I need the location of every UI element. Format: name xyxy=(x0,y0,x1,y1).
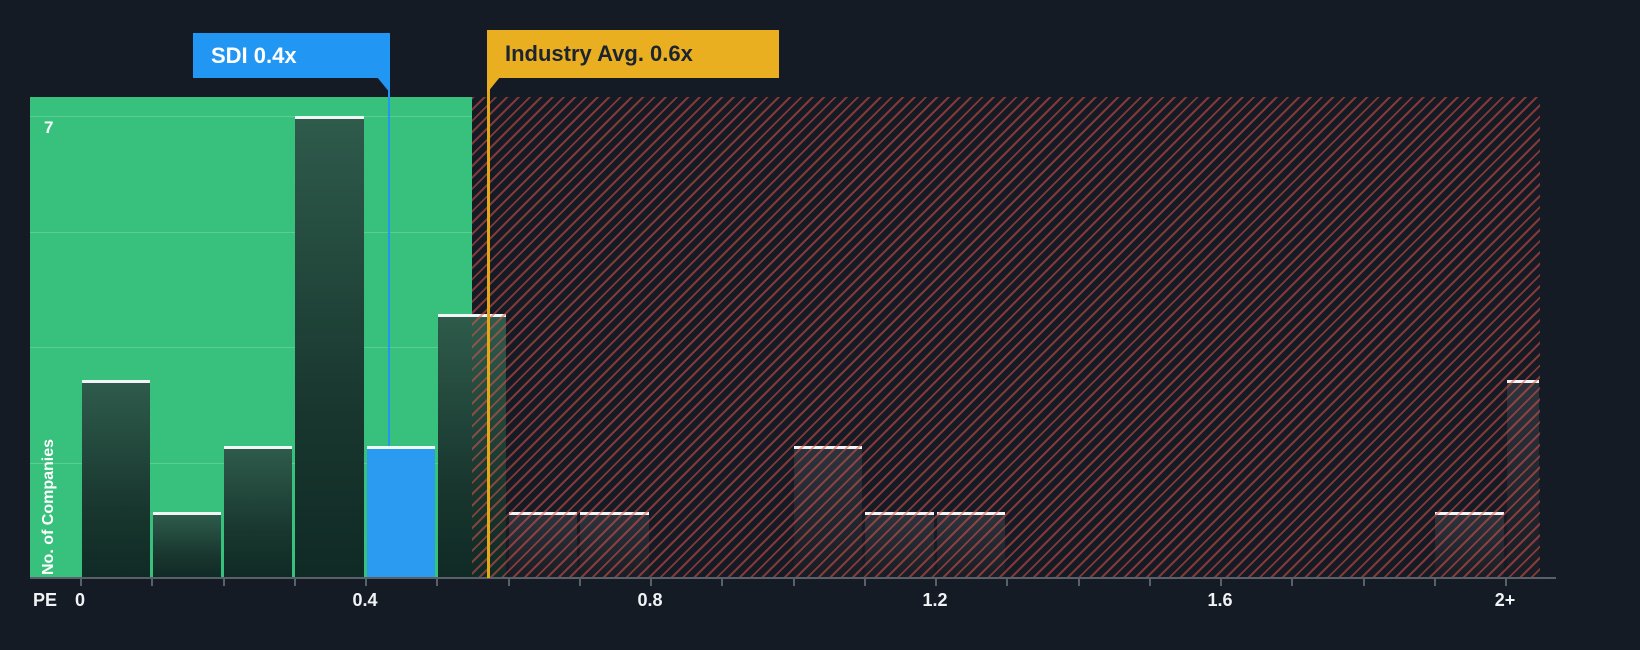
gridline xyxy=(30,347,472,348)
x-tick-label: 0.4 xyxy=(352,590,378,610)
x-axis-tick xyxy=(80,579,82,586)
sdi-callout-label: SDI 0.4x xyxy=(211,43,297,68)
x-tick-label: 1.6 xyxy=(1207,590,1233,610)
x-axis-tick xyxy=(1006,579,1009,586)
y-axis-title: No. of Companies xyxy=(40,438,57,575)
x-axis-tick xyxy=(222,579,225,586)
x-axis-tick xyxy=(436,579,439,586)
histogram-bar xyxy=(81,380,150,578)
histogram-bar xyxy=(224,446,293,578)
x-axis-tick xyxy=(1291,579,1294,586)
x-tick-label: 0.8 xyxy=(637,590,663,610)
x-axis-tick xyxy=(792,579,795,586)
x-axis-tick xyxy=(365,579,367,586)
histogram-bar xyxy=(295,116,364,578)
sdi-callout: SDI 0.4x xyxy=(193,33,390,78)
gridline xyxy=(30,231,472,233)
x-axis-tick xyxy=(507,579,510,586)
x-axis-tick xyxy=(721,579,724,586)
x-axis-line xyxy=(30,577,1556,579)
x-axis-tick xyxy=(1505,579,1507,586)
x-axis-tick xyxy=(650,579,652,586)
sdi-marker-line xyxy=(388,78,390,446)
sdi-callout-tail xyxy=(377,77,390,93)
x-axis-tick xyxy=(578,579,581,586)
x-axis-tick xyxy=(1362,579,1365,586)
y-max-label: 7 xyxy=(44,118,54,137)
x-axis-title: PE xyxy=(33,590,58,610)
x-tick-label: 2+ xyxy=(1494,590,1516,610)
x-axis-tick xyxy=(1433,579,1436,586)
x-axis-tick xyxy=(863,579,866,586)
histogram-bar xyxy=(152,512,221,578)
x-axis-tick xyxy=(293,579,296,586)
gridline xyxy=(30,116,472,117)
x-tick-label: 1.2 xyxy=(922,590,948,610)
overvalued-red-hatch-zone xyxy=(472,97,1540,578)
industry-avg-callout-label: Industry Avg. 0.6x xyxy=(505,41,693,66)
histogram-bar-sdi xyxy=(366,446,435,578)
x-tick-label: 0 xyxy=(74,590,86,610)
x-axis-tick xyxy=(151,579,154,586)
industry-avg-callout-tail xyxy=(487,77,500,93)
x-axis-tick xyxy=(1077,579,1080,586)
industry-avg-callout: Industry Avg. 0.6x xyxy=(487,30,779,78)
industry-avg-marker-line xyxy=(487,78,490,578)
x-axis-tick xyxy=(1148,579,1151,586)
x-axis-tick xyxy=(1220,579,1222,586)
x-axis-tick xyxy=(935,579,937,586)
